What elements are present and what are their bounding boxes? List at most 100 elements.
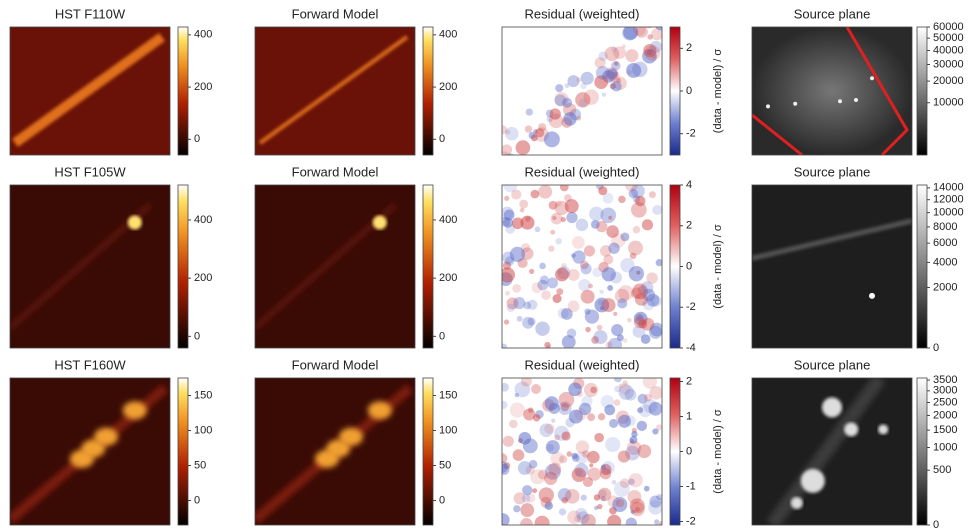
- colorbar-tick-label: 30000: [933, 58, 964, 70]
- noise: [640, 17, 650, 27]
- noise: [544, 472, 557, 485]
- noise: [522, 494, 531, 503]
- noise: [548, 245, 554, 251]
- panel-image: [752, 27, 912, 155]
- noise: [633, 23, 646, 36]
- noise: [598, 413, 605, 420]
- noise: [544, 424, 554, 434]
- noise: [521, 375, 532, 386]
- panel-image: [496, 374, 665, 531]
- noise: [545, 502, 553, 510]
- noise: [629, 266, 644, 281]
- noise: [539, 263, 546, 270]
- colorbar-tick-label: 2: [686, 375, 692, 387]
- noise: [530, 469, 545, 484]
- noise: [566, 212, 577, 223]
- noise: [576, 219, 588, 231]
- colorbar-tick-label: 8000: [933, 221, 957, 233]
- colorbar: [917, 27, 927, 155]
- noise: [617, 334, 624, 341]
- colorbar-tick-label: 3000: [933, 385, 957, 397]
- colorbar-tick-label: 100: [439, 424, 457, 436]
- source: [844, 422, 858, 436]
- noise: [564, 194, 572, 202]
- noise: [602, 92, 606, 96]
- noise: [611, 324, 623, 336]
- panel-image: [10, 27, 170, 155]
- noise: [525, 125, 532, 132]
- colorbar: [178, 378, 188, 525]
- knot: [368, 401, 392, 419]
- noise: [594, 433, 604, 443]
- noise: [531, 384, 541, 394]
- noise: [589, 207, 604, 222]
- colorbar: [670, 27, 680, 155]
- colorbar: [423, 378, 433, 525]
- noise: [503, 436, 514, 447]
- colorbar-tick-label: 200: [439, 272, 457, 284]
- noise: [551, 419, 555, 423]
- colorbar-tick-label: -4: [686, 342, 696, 354]
- colorbar-label: (data - model) / σ: [712, 224, 724, 309]
- panel-title: Forward Model: [292, 357, 379, 372]
- noise: [652, 428, 658, 434]
- noise: [631, 431, 637, 437]
- noise: [619, 384, 623, 388]
- noise: [646, 294, 659, 307]
- noise: [647, 34, 652, 39]
- noise: [630, 439, 634, 443]
- knot: [123, 401, 147, 419]
- noise: [504, 319, 509, 324]
- noise: [562, 98, 572, 108]
- noise: [533, 414, 540, 421]
- colorbar-tick-label: 400: [439, 29, 457, 41]
- colorbar: [423, 185, 433, 348]
- noise: [597, 325, 603, 331]
- noise: [540, 275, 549, 284]
- noise: [565, 489, 580, 504]
- colorbar-tick-label: 200: [194, 81, 212, 93]
- noise: [498, 125, 507, 134]
- noise: [532, 488, 537, 493]
- noise: [643, 399, 657, 413]
- noise: [599, 290, 603, 294]
- knot: [373, 215, 387, 229]
- noise: [645, 45, 660, 60]
- colorbar-tick-label: 0: [686, 85, 692, 97]
- noise: [561, 217, 566, 222]
- image-content: [752, 27, 912, 155]
- colorbar: [423, 27, 433, 155]
- noise: [585, 327, 591, 333]
- panel-image: [496, 9, 665, 179]
- noise: [642, 219, 653, 230]
- image-content: [255, 27, 415, 155]
- noise: [572, 453, 578, 459]
- noise: [568, 269, 580, 281]
- panel-title: Source plane: [794, 357, 871, 372]
- colorbar: [178, 27, 188, 155]
- colorbar-tick-label: -2: [686, 128, 696, 140]
- noise: [642, 302, 646, 306]
- source: [870, 76, 874, 80]
- colorbar-tick-label: 50000: [933, 32, 964, 44]
- colorbar-tick-label: 10000: [933, 97, 964, 109]
- noise: [529, 269, 534, 274]
- noise: [652, 205, 662, 215]
- figure: HST F110W0200400Forward Model0200400Resi…: [0, 0, 974, 531]
- noise: [596, 66, 610, 80]
- noise: [544, 342, 550, 348]
- colorbar-tick-label: 150: [439, 389, 457, 401]
- panel-image: [499, 178, 664, 352]
- source: [766, 104, 770, 108]
- noise: [590, 387, 597, 394]
- noise: [628, 490, 642, 504]
- noise: [649, 191, 656, 198]
- noise: [516, 140, 531, 155]
- colorbar-tick-label: 0: [686, 260, 692, 272]
- colorbar-tick-label: 2500: [933, 396, 957, 408]
- noise: [561, 431, 570, 440]
- noise: [504, 196, 509, 201]
- colorbar-tick-label: 0: [439, 494, 445, 506]
- colorbar: [178, 185, 188, 348]
- colorbar-tick-label: -1: [686, 480, 696, 492]
